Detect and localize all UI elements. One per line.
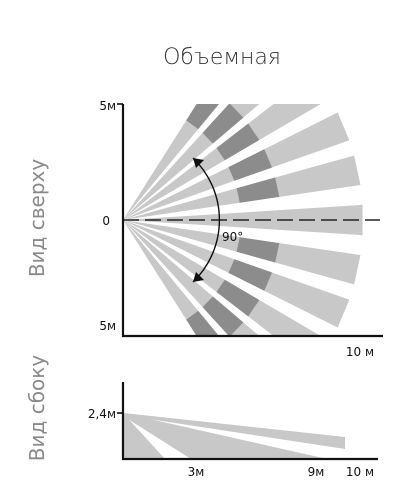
beam-1	[123, 104, 260, 220]
side-x-9-label: 9м	[308, 465, 325, 479]
arc-arrowhead-up-icon	[193, 158, 204, 168]
beam-segment-3	[228, 149, 273, 181]
side-view-label: Вид сбоку	[25, 355, 49, 462]
beam-2	[123, 104, 321, 220]
beam-segment-4	[236, 177, 280, 203]
beam-segment-0	[186, 104, 219, 130]
side-height-label: 2,4м	[88, 407, 116, 421]
top-x-end-label: 10 м	[346, 345, 374, 359]
side-beam-far	[123, 413, 345, 449]
angle-label: 90°	[222, 230, 243, 244]
side-view: 2,4м 3м 9м 10 м	[88, 382, 378, 479]
arc-arrowhead-down-icon	[193, 272, 204, 282]
beam-segment-2	[216, 123, 260, 161]
beam-8	[123, 220, 321, 336]
beam-segment-10	[186, 310, 219, 336]
beam-segment-6	[236, 237, 280, 263]
top-y-max-label: 5м	[99, 99, 116, 113]
top-y-zero-label: 0	[102, 214, 110, 228]
beam-0	[123, 104, 219, 220]
beam-segment-1	[202, 104, 244, 144]
top-view: 90° 5м 0 5м 10 м	[99, 99, 383, 359]
beam-segment-7	[228, 259, 273, 291]
side-beam-near	[123, 413, 165, 459]
diagram-title: Объемная	[163, 45, 281, 70]
top-y-min-label: 5м	[99, 319, 116, 333]
side-beam-middle	[123, 413, 327, 459]
side-x-3-label: 3м	[188, 465, 205, 479]
beam-segment-8	[216, 279, 260, 317]
detection-beams	[123, 104, 363, 336]
top-view-label: Вид сверху	[25, 159, 49, 278]
side-x-end-label: 10 м	[346, 465, 374, 479]
beam-10	[123, 220, 219, 336]
beam-segment-9	[202, 296, 244, 336]
angle-arc	[192, 157, 221, 283]
